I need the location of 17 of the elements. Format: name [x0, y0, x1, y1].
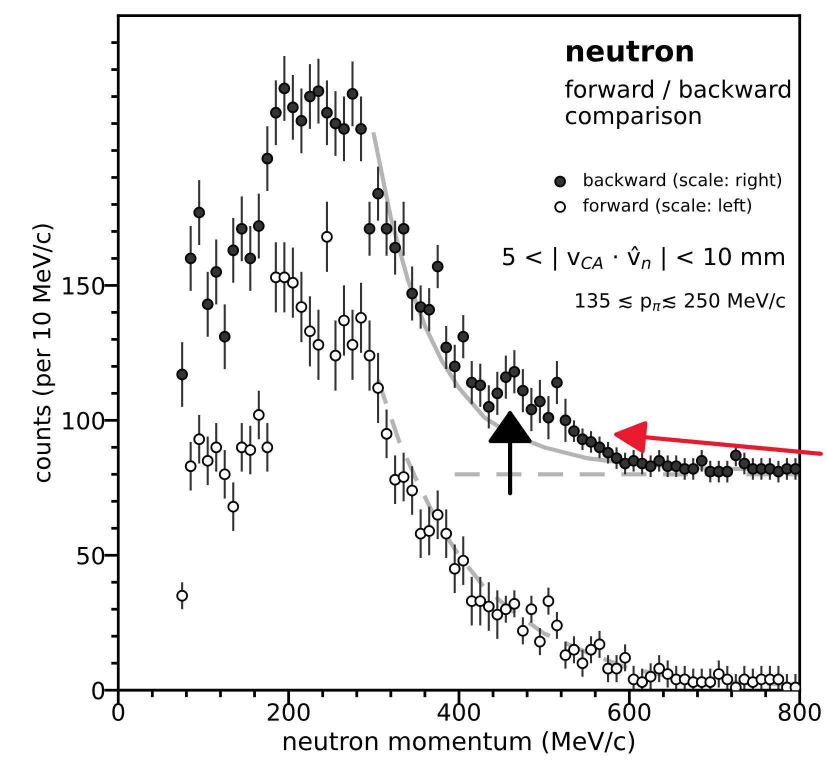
x-tick-label: 200: [268, 703, 310, 721]
y-axis-title: counts (per 10 MeV/c): [32, 224, 56, 482]
y-tick-label: 150: [63, 276, 104, 295]
text: forward / backward comparison: [565, 80, 790, 129]
x-tick-label: 400: [438, 703, 480, 721]
x-tick-label: 600: [608, 703, 650, 721]
x-tick-label: 800: [778, 703, 821, 721]
legend-label: backward (scale: right): [584, 172, 782, 190]
annotation: 5 < | v$_{CA}$ · v̂$_{n}$ | < 10 mm: [503, 246, 784, 271]
x-axis-title: neutron momentum (MeV/c): [284, 731, 634, 754]
annotation: 135 ≲ p$_{π}$≲ 250 MeV/c: [576, 293, 785, 312]
x-tick-label: 0: [112, 703, 124, 721]
text: neutron: [567, 40, 693, 62]
legend-label: forward (scale: left): [583, 198, 752, 214]
y-tick-label: 0: [92, 682, 104, 700]
y-tick-label: 100: [63, 412, 104, 430]
y-tick-label: 50: [78, 546, 104, 565]
